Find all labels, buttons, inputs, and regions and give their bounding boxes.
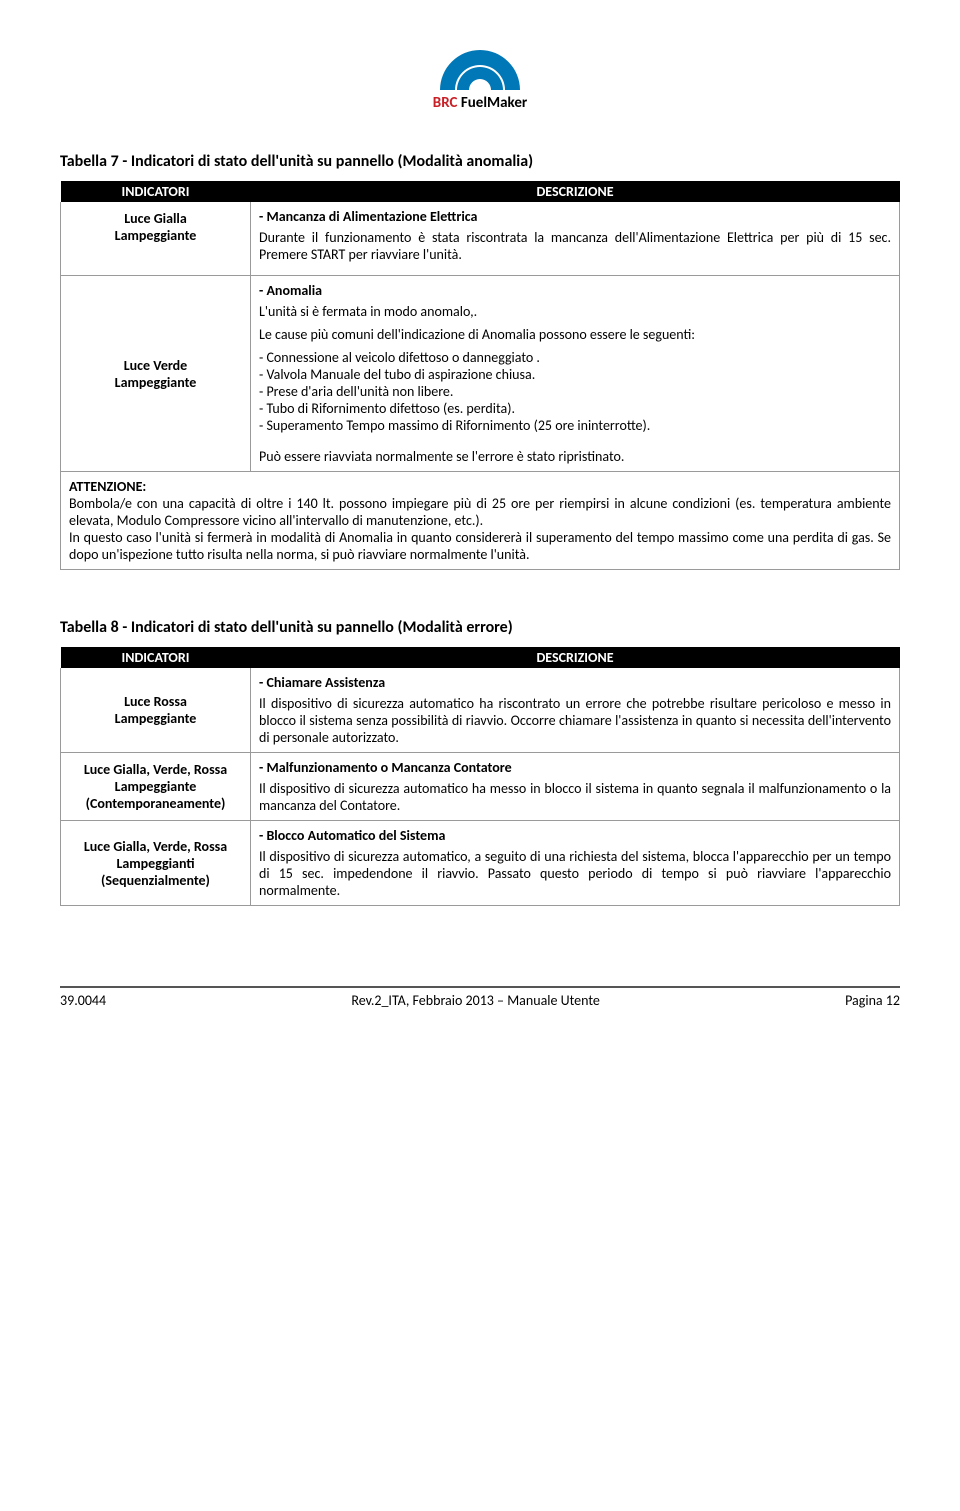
desc-body: Il dispositivo di sicurezza automatico, … [259, 848, 891, 899]
logo-text-red: BRC [433, 94, 458, 112]
desc-b3: - Prese d'aria dell'unità non libere. [259, 383, 891, 400]
table8-row3-desc: - Blocco Automatico del Sistema Il dispo… [251, 821, 900, 906]
desc-body: Il dispositivo di sicurezza automatico h… [259, 780, 891, 814]
table8-row2: Luce Gialla, Verde, Rossa Lampeggiante (… [61, 753, 900, 821]
desc-body: Il dispositivo di sicurezza automatico h… [259, 695, 891, 746]
table7-row2: Luce Verde Lampeggiante - Anomalia L'uni… [61, 276, 900, 472]
table7-row1-indicator: Luce Gialla Lampeggiante [61, 202, 251, 276]
logo-text-black: FuelMaker [457, 94, 527, 112]
table8-hdr-desc: DESCRIZIONE [251, 647, 900, 668]
desc-b4: - Tubo di Rifornimento difettoso (es. pe… [259, 400, 891, 417]
indicator-line1: Luce Verde [124, 357, 187, 374]
attention-label: ATTENZIONE: [69, 478, 146, 495]
indicator-line2: Lampeggiante [67, 374, 244, 391]
footer-left: 39.0044 [60, 992, 106, 1009]
footer-center: Rev.2_ITA, Febbraio 2013 – Manuale Utent… [351, 992, 599, 1009]
table8-row2-indicator: Luce Gialla, Verde, Rossa Lampeggiante (… [61, 753, 251, 821]
desc-b1: - Connessione al veicolo difettoso o dan… [259, 349, 891, 366]
table8-row3-indicator: Luce Gialla, Verde, Rossa Lampeggianti (… [61, 821, 251, 906]
table7-row2-indicator: Luce Verde Lampeggiante [61, 276, 251, 472]
table8-row2-desc: - Malfunzionamento o Mancanza Contatore … [251, 753, 900, 821]
table8-row1-indicator: Luce Rossa Lampeggiante [61, 668, 251, 753]
logo: BRC FuelMaker [425, 30, 535, 112]
logo-header: BRC FuelMaker [60, 30, 900, 112]
indicator-line2: Lampeggiante [67, 227, 244, 244]
table7-row1-desc: - Mancanza di Alimentazione Elettrica Du… [251, 202, 900, 276]
table8-hdr-ind: INDICATORI [61, 647, 251, 668]
table7-attention-row: ATTENZIONE: Bombola/e con una capacità d… [61, 472, 900, 570]
footer-right: Pagina 12 [845, 992, 900, 1009]
indicator-line2: Lampeggiante [67, 778, 244, 795]
table7-row2-desc: - Anomalia L'unità si è fermata in modo … [251, 276, 900, 472]
desc-b5: - Superamento Tempo massimo di Rifornime… [259, 417, 891, 434]
table7-hdr-desc: DESCRIZIONE [251, 181, 900, 202]
table7-hdr-ind: INDICATORI [61, 181, 251, 202]
table7-title: Tabella 7 - Indicatori di stato dell'uni… [60, 152, 900, 171]
table8-title: Tabella 8 - Indicatori di stato dell'uni… [60, 618, 900, 637]
indicator-line1: Luce Gialla [124, 210, 187, 227]
desc-p2: Le cause più comuni dell'indicazione di … [259, 326, 891, 343]
indicator-line1: Luce Rossa [124, 693, 187, 710]
table8-row1: Luce Rossa Lampeggiante - Chiamare Assis… [61, 668, 900, 753]
table8-row1-desc: - Chiamare Assistenza Il dispositivo di … [251, 668, 900, 753]
indicator-line2: Lampeggianti [67, 855, 244, 872]
table7-attention-cell: ATTENZIONE: Bombola/e con una capacità d… [61, 472, 900, 570]
logo-text: BRC FuelMaker [425, 94, 535, 112]
desc-b2: - Valvola Manuale del tubo di aspirazion… [259, 366, 891, 383]
table8: INDICATORI DESCRIZIONE Luce Rossa Lampeg… [60, 647, 900, 906]
page-footer: 39.0044 Rev.2_ITA, Febbraio 2013 – Manua… [60, 986, 900, 1009]
desc-lead: - Blocco Automatico del Sistema [259, 827, 891, 844]
desc-lead: - Malfunzionamento o Mancanza Contatore [259, 759, 891, 776]
desc-p1: L'unità si è fermata in modo anomalo,. [259, 303, 891, 320]
indicator-line3: (Contemporaneamente) [67, 795, 244, 812]
table7: INDICATORI DESCRIZIONE Luce Gialla Lampe… [60, 181, 900, 570]
table8-row3: Luce Gialla, Verde, Rossa Lampeggianti (… [61, 821, 900, 906]
desc-lead: - Mancanza di Alimentazione Elettrica [259, 208, 891, 225]
desc-lead: - Anomalia [259, 282, 891, 299]
indicator-line2: Lampeggiante [67, 710, 244, 727]
attention-body: Bombola/e con una capacità di oltre i 14… [69, 495, 891, 563]
table7-header-row: INDICATORI DESCRIZIONE [61, 181, 900, 202]
table7-row1: Luce Gialla Lampeggiante - Mancanza di A… [61, 202, 900, 276]
indicator-line1: Luce Gialla, Verde, Rossa [84, 838, 227, 855]
table8-header-row: INDICATORI DESCRIZIONE [61, 647, 900, 668]
desc-p3: Può essere riavviata normalmente se l'er… [259, 448, 891, 465]
desc-lead: - Chiamare Assistenza [259, 674, 891, 691]
logo-arcs-icon [425, 30, 535, 90]
desc-body: Durante il funzionamento è stata riscont… [259, 229, 891, 263]
indicator-line1: Luce Gialla, Verde, Rossa [84, 761, 227, 778]
indicator-line3: (Sequenzialmente) [67, 872, 244, 889]
